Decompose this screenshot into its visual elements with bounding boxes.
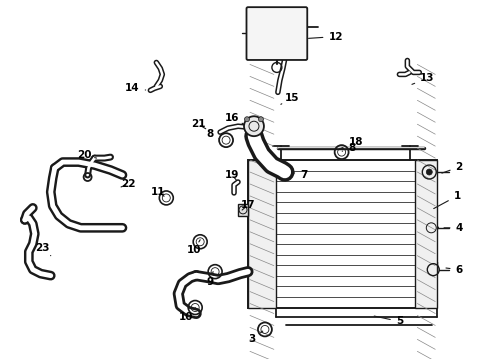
Text: 21: 21 bbox=[190, 119, 205, 129]
Text: 23: 23 bbox=[36, 243, 51, 256]
Text: 8: 8 bbox=[206, 129, 219, 139]
Text: 3: 3 bbox=[248, 331, 262, 345]
Circle shape bbox=[244, 117, 249, 122]
Text: 13: 13 bbox=[411, 73, 434, 84]
Text: 16: 16 bbox=[224, 113, 244, 124]
Text: 1: 1 bbox=[433, 191, 460, 208]
Bar bbox=[238, 204, 247, 216]
Text: 2: 2 bbox=[441, 162, 462, 173]
Text: 15: 15 bbox=[280, 93, 299, 104]
Bar bbox=[247, 160, 275, 307]
Circle shape bbox=[244, 116, 264, 136]
Text: 11: 11 bbox=[151, 187, 165, 197]
Bar bbox=[247, 160, 436, 307]
Text: 19: 19 bbox=[224, 170, 239, 180]
Text: 8: 8 bbox=[342, 143, 354, 153]
Text: 17: 17 bbox=[240, 200, 255, 210]
Text: 10: 10 bbox=[179, 307, 195, 323]
Text: 10: 10 bbox=[186, 240, 201, 255]
Text: 20: 20 bbox=[77, 150, 96, 160]
Text: 7: 7 bbox=[292, 170, 307, 180]
Bar bbox=[414, 160, 436, 307]
Text: 12: 12 bbox=[308, 32, 342, 41]
Text: 4: 4 bbox=[443, 223, 462, 233]
Text: 6: 6 bbox=[445, 265, 462, 275]
Circle shape bbox=[258, 117, 263, 122]
Text: 22: 22 bbox=[121, 179, 136, 189]
Text: 14: 14 bbox=[125, 84, 145, 93]
FancyBboxPatch shape bbox=[246, 7, 306, 60]
Text: 5: 5 bbox=[373, 316, 402, 327]
Text: 9: 9 bbox=[206, 272, 213, 287]
Text: 18: 18 bbox=[341, 137, 362, 148]
Circle shape bbox=[426, 169, 431, 175]
